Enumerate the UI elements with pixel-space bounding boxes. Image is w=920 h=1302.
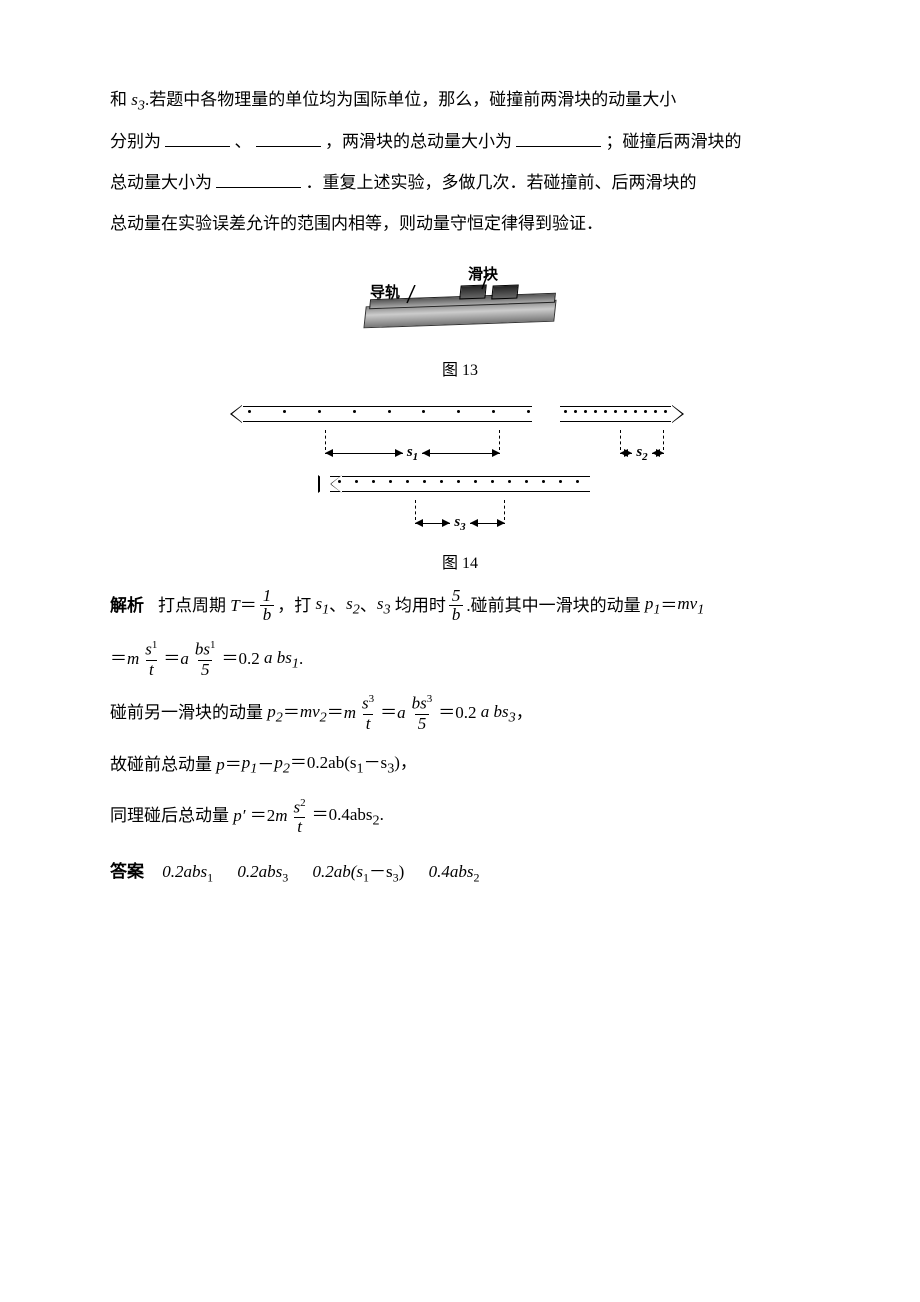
- txt: 故碰前总动量: [110, 749, 212, 781]
- solution-label: 解析: [110, 590, 144, 622]
- var-s2: s2: [346, 588, 360, 623]
- var-a: a: [397, 697, 406, 729]
- frac-s2t: s2 t: [291, 797, 309, 837]
- dots-s3: [338, 480, 584, 484]
- dim-row-2: s3: [230, 514, 690, 534]
- var-p: p: [216, 749, 225, 781]
- solution-line-3: 碰前另一滑块的动量 p2 ＝ mv2 ＝ m s3 t ＝ a bs3 5 ＝ …: [110, 693, 810, 733]
- answer-1: 0.2abs1: [162, 862, 213, 881]
- eq: ＝: [327, 697, 344, 729]
- var-s3: s3: [377, 588, 391, 623]
- figure-13-caption: 图 13: [110, 356, 810, 380]
- eq: ＝: [660, 590, 677, 622]
- txt: 均用时: [395, 590, 446, 622]
- rhs: ＝0.4abs2.: [312, 799, 384, 834]
- eq: ＝: [225, 749, 242, 781]
- txt: ，打: [277, 590, 311, 622]
- txt: 打点周期: [158, 590, 226, 622]
- answer-line: 答案 0.2abs1 0.2abs3 0.2ab(s1－s3) 0.4abs2: [110, 855, 810, 889]
- tape-row-2: [230, 472, 690, 510]
- var-mv2: mv2: [300, 696, 327, 731]
- blank-4: [216, 171, 301, 188]
- var-m: m: [127, 643, 139, 675]
- var-p1: p1: [242, 747, 258, 782]
- txt: 碰前另一滑块的动量: [110, 697, 263, 729]
- tape-s1: [242, 406, 532, 422]
- var-pprime: p′: [233, 800, 245, 832]
- var-abs1: a bs1: [264, 642, 299, 677]
- dim-row-1: s1 s2: [230, 444, 690, 464]
- sep: 、: [235, 132, 252, 151]
- txt: 分别为: [110, 132, 161, 151]
- eq: ＝: [110, 643, 127, 675]
- arrow-icon: [480, 273, 496, 291]
- var-p2: p2: [267, 696, 283, 731]
- blank-2: [256, 130, 321, 147]
- frac-5b: 5 b: [449, 587, 464, 625]
- txt: 总动量大小为: [110, 173, 212, 192]
- frac-bs35: bs3 5: [409, 693, 436, 733]
- var-abs3: a bs3: [481, 696, 516, 731]
- var-m: m: [344, 697, 356, 729]
- frac-s3t: s3 t: [359, 693, 377, 733]
- var-s1: s1: [315, 588, 329, 623]
- txt: 总动量在实验误差允许的范围内相等，则动量守恒定律得到验证．: [110, 214, 603, 233]
- dots-s1: [248, 410, 530, 414]
- answer-3: 0.2ab(s1－s3): [313, 862, 405, 881]
- var-p1: p1: [645, 588, 661, 623]
- figure-13-graphic: 导轨 滑块: [350, 263, 570, 341]
- tape-s2: [560, 406, 672, 422]
- eq: ＝: [240, 590, 257, 622]
- val: 0.2: [239, 643, 260, 675]
- arrow-icon: [405, 285, 425, 307]
- var-p2: p2: [274, 747, 290, 782]
- figure-14-caption: 图 14: [110, 549, 810, 573]
- var-mv1: mv1: [677, 588, 704, 623]
- dim-s3: s3: [415, 514, 505, 533]
- frac-1b: 1 b: [260, 587, 275, 625]
- frac-s1t: s1 t: [142, 639, 160, 679]
- blank-1: [165, 130, 230, 147]
- frac-bs15: bs1 5: [192, 639, 219, 679]
- figure-14-graphic: s1 s2 s3: [230, 398, 690, 534]
- figure-13: 导轨 滑块 图 13: [110, 263, 810, 380]
- dots-s2: [564, 410, 670, 414]
- question-paragraph: 和 s3.若题中各物理量的单位均为国际单位，那么，碰撞前两滑块的动量大小 分别为…: [110, 80, 810, 245]
- figure-14: s1 s2 s3: [110, 398, 810, 573]
- tape-s3: [330, 476, 590, 492]
- answer-2: 0.2abs3: [237, 862, 288, 881]
- tape-row-1: [230, 402, 690, 440]
- var-m: m: [275, 800, 287, 832]
- eq: ＝: [380, 697, 397, 729]
- txt: 和: [110, 90, 127, 109]
- answer-4: 0.4abs2: [429, 862, 480, 881]
- txt: ，两滑块的总动量大小为: [325, 132, 512, 151]
- txt: .碰前其中一滑块的动量: [466, 590, 640, 622]
- txt: .若题中各物理量的单位均为国际单位，那么，碰撞前两滑块的动量大小: [145, 90, 676, 109]
- var-s3: s3: [131, 90, 145, 109]
- eq: ＝2: [250, 800, 276, 832]
- var-T: T: [230, 590, 239, 622]
- txt: ．重复上述实验，多做几次．若碰撞前、后两滑块的: [306, 173, 697, 192]
- dim-s1: s1: [325, 444, 500, 463]
- txt: 同理碰后总动量: [110, 800, 229, 832]
- solution-line-2: ＝ m s1 t ＝ a bs1 5 ＝ 0.2 a bs1.: [110, 639, 810, 679]
- solution-line-4: 故碰前总动量 p ＝ p1 － p2 ＝0.2ab(s1－s3)，: [110, 747, 810, 782]
- answer-label: 答案: [110, 862, 144, 881]
- rhs: ＝0.2ab(s1－s3)，: [290, 747, 417, 782]
- eq: ＝: [163, 643, 180, 675]
- eq: ＝: [438, 697, 455, 729]
- eq: ＝: [283, 697, 300, 729]
- minus: －: [257, 749, 274, 781]
- val: 0.2: [455, 697, 476, 729]
- txt: ；碰撞后两滑块的: [606, 132, 742, 151]
- dim-s2: s2: [620, 444, 664, 463]
- solution-line-1: 解析 打点周期 T ＝ 1 b ，打 s1、 s2、 s3 均用时 5 b .碰…: [110, 587, 810, 625]
- blank-3: [516, 130, 601, 147]
- solution-line-5: 同理碰后总动量 p′ ＝2 m s2 t ＝0.4abs2.: [110, 797, 810, 837]
- eq: ＝: [222, 643, 239, 675]
- var-a: a: [180, 643, 189, 675]
